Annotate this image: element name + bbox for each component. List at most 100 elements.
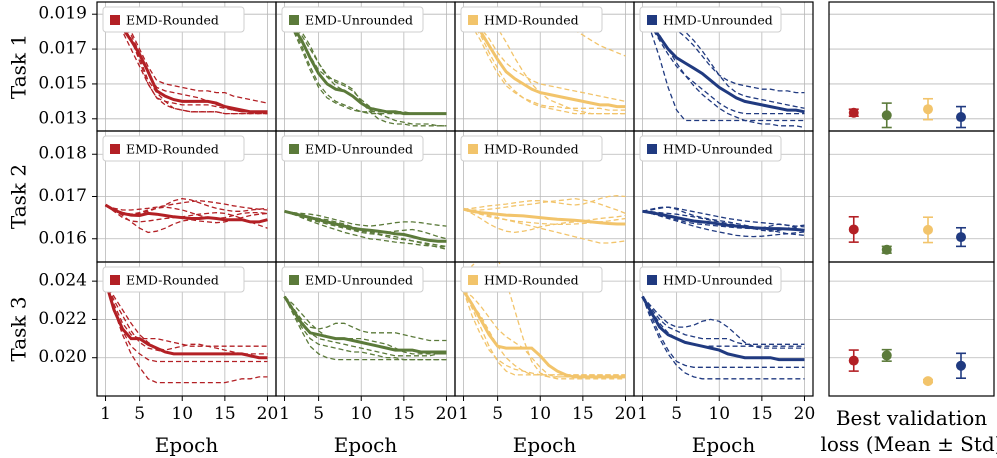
mean-marker (923, 104, 933, 115)
legend-swatch (110, 275, 120, 285)
run-line-1 (463, 195, 626, 210)
panel-task3-emd-unrounded: EMD-Unrounded (275, 261, 456, 397)
run-line-1 (463, 18, 626, 103)
mean-marker (848, 107, 859, 118)
run-line-4 (283, 18, 447, 115)
legend-box (102, 266, 245, 293)
x-tick-label: 10 (350, 404, 372, 424)
x-tick-label: 5 (134, 404, 145, 424)
mean-line (641, 295, 805, 362)
panel-task3-hmd-unrounded: HMD-Unrounded (633, 261, 814, 397)
mean-line (104, 280, 268, 360)
legend-swatch (289, 144, 299, 154)
legend-label: HMD-Unrounded (663, 273, 773, 288)
mean-marker (923, 376, 933, 387)
run-line-5 (642, 18, 805, 129)
x-tick-label: 15 (751, 404, 773, 424)
legend-box (281, 135, 424, 162)
run-line-5 (283, 296, 447, 361)
mean-line (463, 207, 626, 226)
legend-label: EMD-Unrounded (305, 273, 413, 288)
legend-swatch (468, 275, 478, 285)
series-lines (462, 262, 626, 380)
run-line-4 (463, 197, 626, 215)
legend-label: HMD-Rounded (484, 273, 579, 288)
legend-box (460, 266, 603, 293)
panel-task1-emd-rounded: EMD-Rounded (96, 1, 277, 132)
x-axis-label: Epoch (155, 433, 219, 457)
run-line-2 (642, 18, 805, 109)
summary-task3 (828, 261, 995, 397)
legend-swatch (289, 15, 299, 25)
row-label-2: Task 2 (7, 164, 31, 229)
mean-line (283, 18, 447, 116)
mean-line (283, 295, 447, 354)
legend-label: HMD-Unrounded (663, 13, 773, 28)
series-lines (462, 18, 626, 115)
run-line-2 (463, 18, 626, 115)
run-line-5 (104, 280, 268, 363)
mean-line (641, 18, 805, 114)
x-tick-label: 20 (436, 404, 458, 424)
x-tick-label: 1 (100, 404, 111, 424)
run-line-2 (642, 210, 805, 232)
run-line-2 (284, 210, 447, 248)
summary-axis-label-line1: Best validation (836, 406, 987, 430)
run-line-5 (105, 18, 268, 115)
run-line-3 (641, 19, 805, 122)
x-tick-label: 15 (393, 404, 415, 424)
mean-marker (881, 110, 892, 121)
legend-swatch (647, 275, 657, 285)
legend-swatch (468, 15, 478, 25)
run-line-3 (642, 210, 805, 238)
x-axis-label: Epoch (334, 433, 398, 457)
panel-task1-hmd-rounded: HMD-Rounded (454, 1, 635, 132)
run-line-2 (104, 280, 268, 384)
legend-swatch (289, 275, 299, 285)
mean-line (642, 209, 805, 232)
x-axis-label: Epoch (513, 433, 577, 457)
legend-box (102, 6, 245, 33)
series-lines (463, 195, 626, 244)
run-line-3 (463, 208, 626, 244)
series-lines (283, 295, 447, 361)
series-lines (642, 206, 805, 238)
legend-box (281, 6, 424, 33)
x-tick-label: 5 (313, 404, 324, 424)
legend-label: EMD-Rounded (126, 142, 219, 157)
run-line-1 (642, 18, 805, 115)
run-line-5 (462, 290, 626, 378)
legend-swatch (647, 144, 657, 154)
y-tick-label: 0.015 (38, 73, 87, 93)
panel-task3-hmd-rounded: HMD-Rounded (454, 261, 635, 397)
run-line-5 (641, 296, 805, 347)
run-line-2 (641, 296, 805, 368)
x-tick-label: 15 (572, 404, 594, 424)
legend-box (102, 135, 245, 162)
run-line-1 (105, 18, 268, 104)
series-lines (641, 18, 805, 129)
legend-swatch (110, 15, 120, 25)
y-tick-label: 0.016 (38, 228, 87, 248)
mean-line (105, 17, 268, 114)
run-line-3 (105, 18, 268, 115)
y-tick-label: 0.024 (38, 271, 87, 291)
panel-task1-hmd-unrounded: HMD-Unrounded (633, 1, 814, 132)
panel-task2-emd-rounded: EMD-Rounded (96, 130, 277, 263)
mean-marker (956, 112, 966, 123)
run-line-4 (641, 296, 805, 380)
mean-line (284, 209, 447, 243)
mean-marker (881, 244, 892, 255)
legend-box (460, 135, 603, 162)
x-tick-label: 1 (458, 404, 469, 424)
run-line-4 (462, 290, 626, 376)
mean-line (462, 18, 626, 109)
row-label-1: Task 1 (7, 34, 31, 99)
series-lines (104, 280, 268, 384)
mean-marker (923, 224, 933, 235)
x-tick-label: 20 (794, 404, 816, 424)
run-line-5 (105, 204, 268, 220)
legend-box (639, 135, 782, 162)
y-tick-label: 0.018 (38, 144, 87, 164)
